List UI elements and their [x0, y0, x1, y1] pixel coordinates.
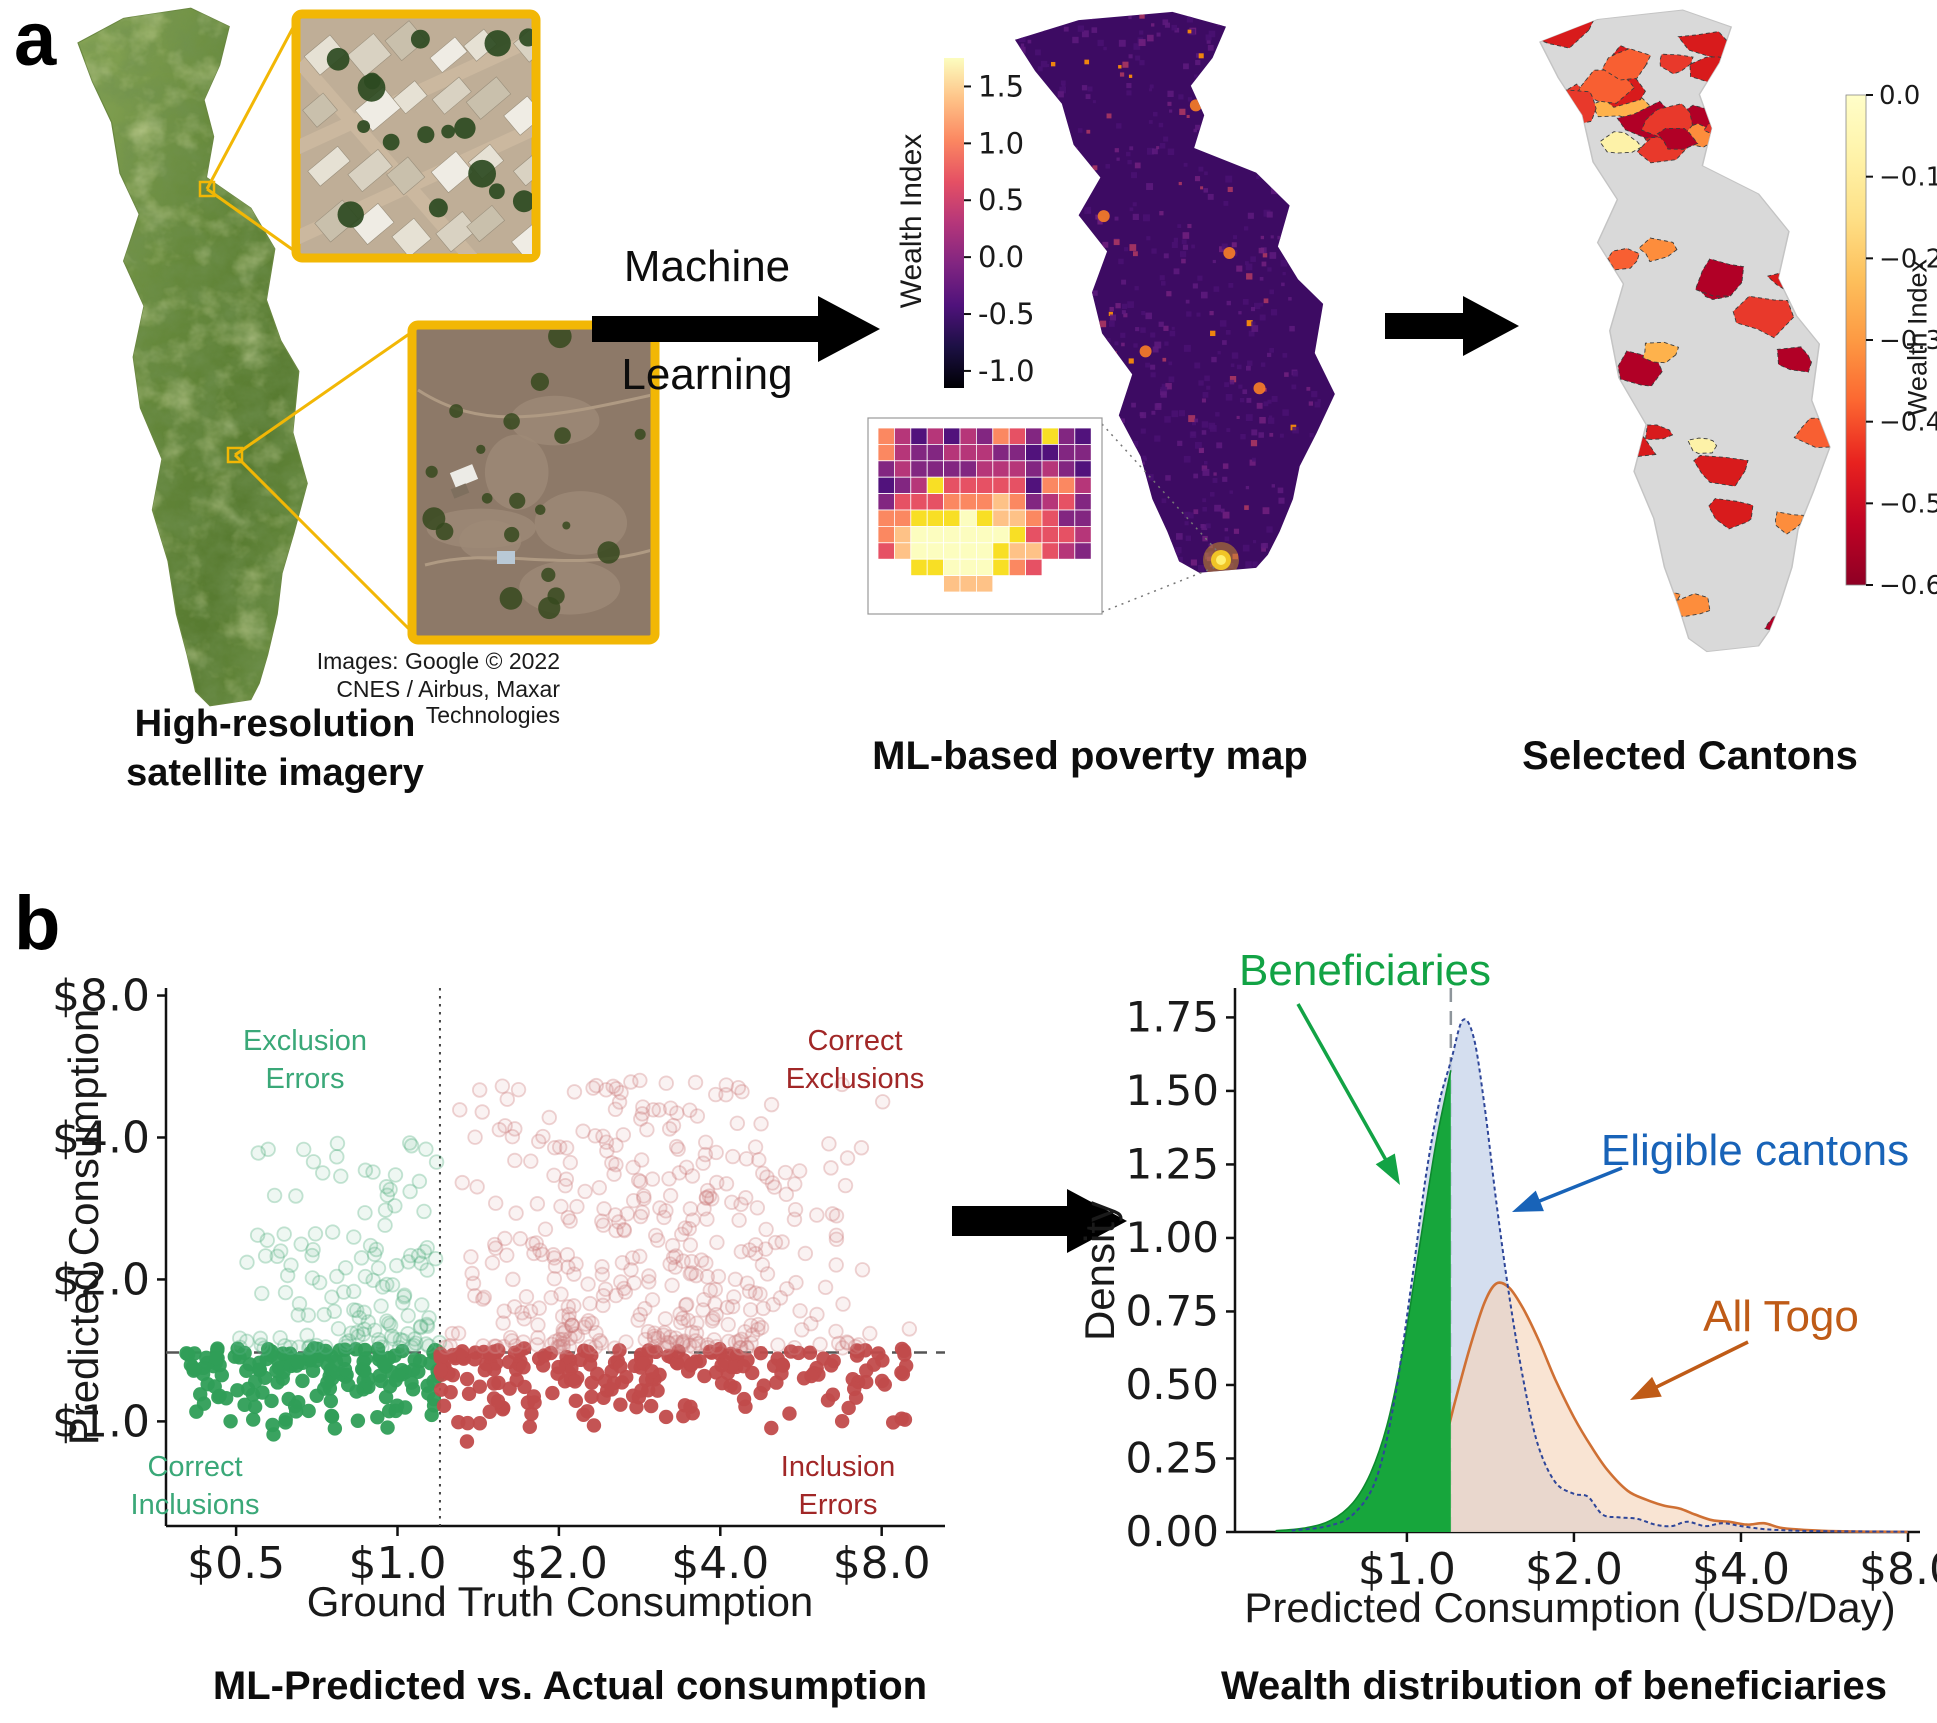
cantons-colorbar: 0.0 −0.1 −0.2 −0.3 −0.4 −0.5 −0.6: [1845, 81, 1937, 601]
machine-learning-label-bottom: Learning: [621, 350, 793, 399]
cantons-colorbar-label: Wealth Index: [1902, 258, 1933, 417]
annotation-eligible-cantons: Eligible cantons: [1600, 1126, 1910, 1175]
scatter-y-axis-label: Predicted Consumption: [60, 1008, 107, 1446]
svg-text:$2.0: $2.0: [510, 1538, 608, 1589]
density-x-axis-label: Predicted Consumption (USD/Day): [1244, 1584, 1896, 1631]
quadrant-label-exclusion-errors: Exclusion Errors: [242, 1025, 368, 1096]
svg-text:−0.6: −0.6: [1879, 571, 1937, 601]
density-caption: Wealth distribution of beneficiaries: [1220, 1664, 1887, 1708]
selected-cantons-map: [1539, 9, 1831, 653]
svg-text:$2.0: $2.0: [1525, 1544, 1623, 1595]
panel-a-label: a: [14, 0, 57, 82]
svg-text:$1.0: $1.0: [349, 1538, 447, 1589]
svg-text:0.0: 0.0: [978, 240, 1024, 274]
image-credit-line2: CNES / Airbus, Maxar Technologies: [336, 676, 560, 729]
svg-text:0.00: 0.00: [1125, 1507, 1219, 1556]
satellite-togo-map: [77, 7, 308, 707]
annotation-all-togo: All Togo: [1703, 1292, 1859, 1341]
svg-text:0.50: 0.50: [1125, 1360, 1219, 1409]
quadrant-label-inclusion-errors: Inclusion Errors: [780, 1451, 896, 1522]
svg-text:1.75: 1.75: [1125, 992, 1219, 1041]
inset-connector-lines: [198, 21, 414, 634]
svg-text:1.00: 1.00: [1125, 1213, 1219, 1262]
svg-text:$8.0: $8.0: [833, 1538, 931, 1589]
panel-b-label: b: [14, 881, 61, 966]
arrow-right-icon: [592, 296, 880, 362]
density-y-axis-label: Density: [1076, 1200, 1123, 1342]
svg-text:0.75: 0.75: [1125, 1286, 1219, 1335]
density-plot: 0.00 0.25 0.50 0.75 1.00 1.25 1.50 1.75 $1.0 $2.0…: [1125, 988, 1937, 1595]
svg-text:$8.0: $8.0: [1859, 1544, 1937, 1595]
svg-text:0.25: 0.25: [1125, 1433, 1219, 1482]
svg-text:−0.2: −0.2: [1879, 244, 1937, 274]
svg-text:-1.0: -1.0: [978, 354, 1035, 388]
image-credit-line1: Images: Google © 2022: [316, 648, 560, 674]
svg-text:$8.0: $8.0: [52, 971, 150, 1022]
svg-text:$2.0: $2.0: [52, 1254, 150, 1305]
urban-satellite-inset: [291, 9, 541, 263]
quadrant-label-correct-inclusions: Correct Inclusions: [130, 1451, 260, 1522]
svg-text:−0.5: −0.5: [1879, 489, 1937, 519]
poverty-map-caption: ML-based poverty map: [872, 734, 1308, 778]
rural-satellite-inset: [407, 320, 660, 645]
svg-text:$4.0: $4.0: [671, 1538, 769, 1589]
svg-text:−0.4: −0.4: [1879, 408, 1937, 438]
svg-text:1.5: 1.5: [978, 69, 1024, 103]
poverty-colorbar: 1.5 1.0 0.5 0.0 -0.5 -1.0: [944, 58, 1035, 388]
quadrant-label-correct-exclusions: Correct Exclusions: [785, 1025, 925, 1096]
selected-cantons-caption: Selected Cantons: [1522, 734, 1858, 778]
scatter-x-axis-label: Ground Truth Consumption: [306, 1578, 814, 1625]
svg-text:0.5: 0.5: [978, 183, 1024, 217]
arrow-right-icon: [1385, 296, 1519, 356]
svg-text:$1.0: $1.0: [1358, 1544, 1456, 1595]
svg-text:$0.5: $0.5: [187, 1538, 285, 1589]
svg-text:0.0: 0.0: [1879, 81, 1920, 111]
annotation-beneficiaries: Beneficiaries: [1239, 946, 1491, 995]
poverty-colorbar-label: Wealth Index: [895, 133, 928, 309]
svg-text:1.25: 1.25: [1125, 1139, 1219, 1188]
svg-text:$4.0: $4.0: [52, 1112, 150, 1163]
machine-learning-label-top: Machine: [623, 242, 791, 291]
svg-text:−0.1: −0.1: [1879, 163, 1937, 193]
svg-text:1.50: 1.50: [1125, 1066, 1219, 1115]
svg-text:$1.0: $1.0: [52, 1396, 150, 1447]
poverty-zoom-heatmap: [867, 417, 1219, 615]
svg-text:−0.3: −0.3: [1879, 326, 1937, 356]
arrow-right-icon: [952, 1189, 1127, 1253]
satellite-caption: High-resolution satellite imagery: [126, 703, 424, 795]
svg-text:$4.0: $4.0: [1692, 1544, 1790, 1595]
svg-text:1.0: 1.0: [978, 126, 1024, 160]
svg-text:-0.5: -0.5: [978, 297, 1035, 331]
scatter-caption: ML-Predicted vs. Actual consumption: [212, 1664, 928, 1708]
scatter-plot: $1.0 $2.0 $4.0 $8.0 $0.5 $1.0 $2.0 $4.0 $8.0: [52, 971, 945, 1589]
